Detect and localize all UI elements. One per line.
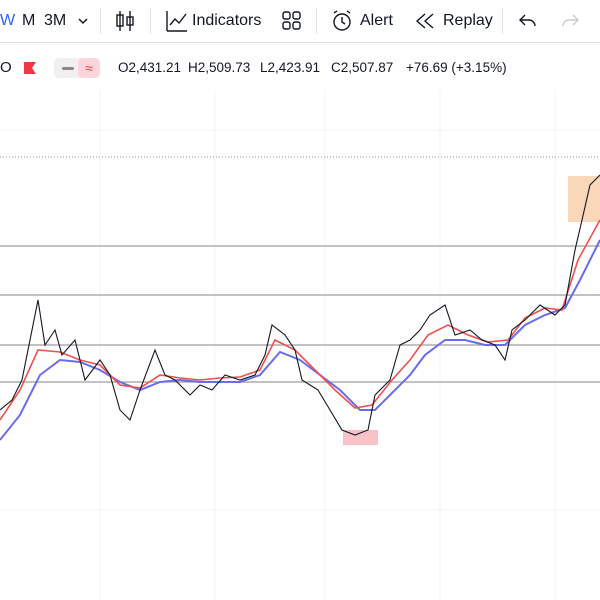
separator	[502, 8, 503, 34]
moving-average-fast	[0, 219, 600, 421]
level-lines	[0, 245, 600, 383]
interval-button[interactable]: 3M	[44, 12, 67, 29]
chart-type-icon[interactable]	[114, 9, 136, 33]
separator	[100, 8, 101, 34]
ohlc-high: H2,509.73	[188, 60, 251, 75]
replay-button[interactable]: Replay	[443, 12, 493, 29]
toggle-wave: ≈	[78, 58, 100, 78]
alert-button[interactable]: Alert	[360, 12, 393, 29]
toggle-mark	[62, 67, 74, 70]
replay-icon[interactable]	[415, 12, 437, 30]
chart-pane	[0, 90, 600, 600]
redo-icon[interactable]	[560, 12, 580, 30]
toolbar: W M 3M Indicators Alert Replay	[0, 0, 600, 43]
ohlc-change: +76.69 (+3.15%)	[406, 60, 507, 75]
ohlc-close: C2,507.87	[331, 60, 394, 75]
undo-icon[interactable]	[518, 12, 538, 30]
indicators-icon[interactable]	[165, 9, 189, 33]
layout-icon[interactable]	[282, 11, 302, 31]
visibility-toggle[interactable]: ≈	[54, 58, 100, 78]
flag-icon[interactable]	[22, 61, 38, 75]
separator	[150, 8, 151, 34]
moving-average-slow	[0, 239, 600, 441]
symbol-name: O	[0, 59, 12, 76]
interval-button[interactable]: W	[0, 12, 16, 29]
ohlc-low: L2,423.91	[260, 60, 321, 75]
indicators-button[interactable]: Indicators	[192, 12, 262, 29]
ohlc-open: O2,431.21	[118, 60, 182, 75]
interval-button[interactable]: M	[22, 12, 36, 29]
alert-icon[interactable]	[330, 9, 354, 33]
dropdown-icon[interactable]	[77, 16, 89, 26]
highlight-box	[568, 176, 600, 222]
price-series	[0, 174, 600, 436]
separator	[316, 8, 317, 34]
